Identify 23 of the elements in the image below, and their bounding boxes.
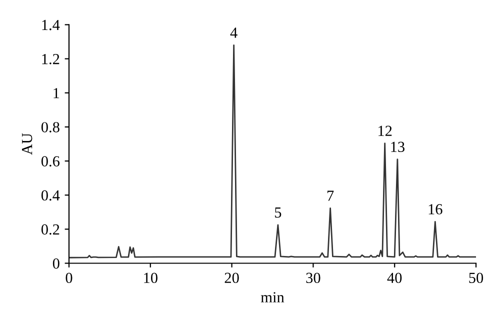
x-tick-label: 20 <box>224 272 239 284</box>
x-tick-label: 40 <box>387 272 402 284</box>
y-tick-label: 1 <box>54 88 60 98</box>
annotation: 4 <box>230 28 238 38</box>
annotation: 13 <box>391 142 404 152</box>
y-tick-label: 1.2 <box>42 54 60 64</box>
y-tick-label: 0.6 <box>41 156 60 167</box>
x-tick-label: 10 <box>144 272 158 284</box>
y-tick-label: 0.8 <box>41 122 60 132</box>
x-axis-title: min <box>260 292 284 302</box>
y-tick-label: 0.2 <box>41 224 60 235</box>
x-tick-label: 0 <box>66 272 72 284</box>
y-tick-label: 0.4 <box>41 190 60 201</box>
annotation: 5 <box>275 207 282 218</box>
annotation: 12 <box>378 126 392 136</box>
y-axis-title: AU <box>22 133 32 155</box>
y-tick-label: 0 <box>52 258 60 269</box>
annotation: 7 <box>327 190 334 201</box>
x-tick-label: 30 <box>306 272 320 284</box>
line-series <box>69 44 476 258</box>
y-tick-label: 1.4 <box>42 20 60 30</box>
annotation: 16 <box>428 204 442 214</box>
x-tick-label: 50 <box>469 272 484 284</box>
